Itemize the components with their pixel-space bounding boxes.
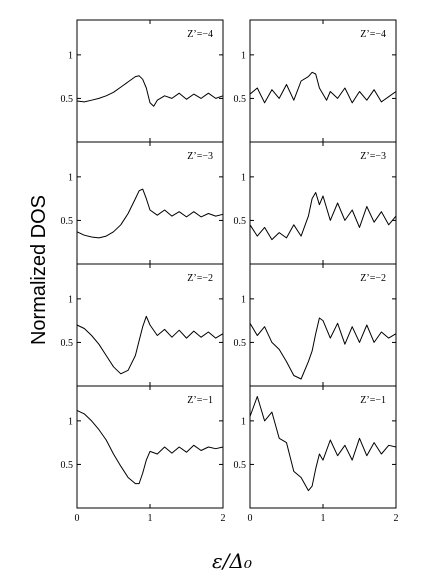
y-tick-label: 0.5 (234, 338, 247, 349)
y-tick-label: 1 (68, 50, 73, 61)
y-tick-label: 0.5 (234, 216, 247, 227)
panel-right-3: 0.5 1 Z’=−2 (234, 263, 397, 387)
dos-curve (76, 409, 224, 485)
x-tick-label: 1 (321, 513, 326, 524)
dos-curve (76, 188, 224, 239)
panel-label: Z’=−1 (360, 395, 386, 406)
panels: 0.5 1 Z’=−4 0.5 1 Z’=−4 0.5 1 Z’=−3 0.5 1 Z’=−3 0.5 1… (61, 19, 399, 524)
panel-label: Z’=−2 (360, 273, 386, 284)
dos-curve (249, 192, 397, 241)
y-axis-label: Normalized DOS (28, 195, 50, 345)
y-tick-label: 1 (241, 172, 246, 183)
y-tick-label: 1 (68, 172, 73, 183)
dos-curve (249, 317, 397, 380)
panel-left-2: 0.5 1 Z’=−3 (61, 141, 224, 265)
dos-curve (76, 75, 224, 107)
panel-label: Z’=−4 (187, 29, 213, 40)
panel-right-1: 0.5 1 Z’=−4 (234, 19, 397, 143)
panel-label: Z’=−2 (187, 273, 213, 284)
y-tick-label: 1 (68, 416, 73, 427)
panel-label: Z’=−1 (187, 395, 213, 406)
y-tick-label: 0.5 (234, 94, 247, 105)
y-tick-label: 1 (241, 50, 246, 61)
dos-curve (76, 315, 224, 375)
panel-right-4: 0.5 1 0 1 2 Z’=−1 (234, 385, 399, 524)
y-tick-label: 1 (241, 294, 246, 305)
y-tick-label: 1 (68, 294, 73, 305)
y-tick-label: 0.5 (61, 338, 74, 349)
dos-curve (249, 396, 397, 492)
y-tick-label: 0.5 (234, 460, 247, 471)
x-tick-label: 1 (148, 513, 153, 524)
x-axis-label: ε/Δ₀ (212, 549, 252, 573)
x-tick-label: 2 (394, 513, 399, 524)
x-tick-label: 2 (221, 513, 226, 524)
y-tick-label: 0.5 (61, 216, 74, 227)
dos-curve (249, 71, 397, 104)
panel-label: Z’=−3 (360, 151, 386, 162)
panel-left-4: 0.5 1 0 1 2 Z’=−1 (61, 385, 226, 524)
x-tick-label: 0 (75, 513, 80, 524)
panel-left-3: 0.5 1 Z’=−2 (61, 263, 224, 387)
y-tick-label: 1 (241, 416, 246, 427)
panel-right-2: 0.5 1 Z’=−3 (234, 141, 397, 265)
panel-label: Z’=−4 (360, 29, 386, 40)
panel-left-1: 0.5 1 Z’=−4 (61, 19, 224, 143)
x-tick-label: 0 (248, 513, 253, 524)
y-tick-label: 0.5 (61, 460, 74, 471)
panel-label: Z’=−3 (187, 151, 213, 162)
y-tick-label: 0.5 (61, 94, 74, 105)
